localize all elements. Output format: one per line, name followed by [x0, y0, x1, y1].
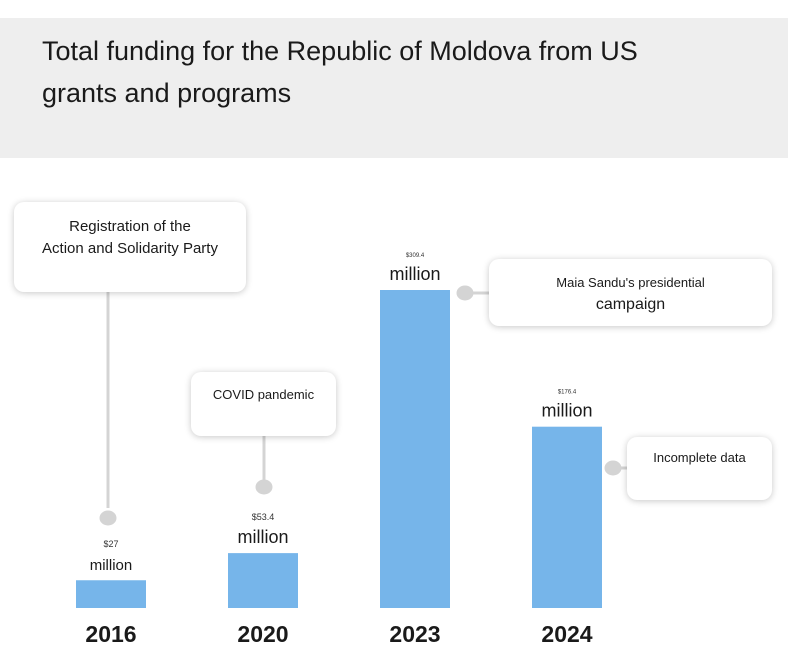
callout-covid: COVID pandemic	[191, 372, 336, 436]
callout-sandu-line1: Maia Sandu's presidential	[556, 275, 705, 290]
connector-dot-covid	[255, 479, 273, 495]
callout-incomplete-data: Incomplete data	[627, 437, 772, 500]
callout-party-line2: Action and Solidarity Party	[42, 240, 218, 257]
callout-sandu-line2: campaign	[595, 296, 666, 313]
x-tick-2023: 2023	[389, 621, 440, 647]
bar-2023	[380, 290, 450, 608]
connector-dot-incomplete	[604, 460, 622, 476]
value-label-2016: $27	[103, 539, 118, 549]
value-label-2023: $309.4	[406, 253, 425, 259]
connector-dot-sandu	[456, 285, 474, 301]
unit-label-2016: million	[90, 557, 133, 574]
unit-label-2020: million	[237, 527, 288, 547]
callout-party-line1: Registration of the	[69, 218, 191, 235]
bar-2024	[532, 426, 602, 608]
title-banner	[0, 18, 788, 158]
value-label-2020: $53.4	[252, 512, 275, 522]
bar-2020	[228, 553, 298, 608]
connector-dot-party	[99, 510, 117, 526]
callout-incomplete-line1: Incomplete data	[653, 450, 746, 465]
unit-label-2024: million	[541, 401, 592, 421]
unit-label-2023: million	[389, 264, 440, 284]
chart-title: Total funding for the Republic of Moldov…	[42, 36, 638, 108]
callout-party-registration: Registration of the Action and Solidarit…	[14, 202, 246, 292]
callout-covid-line1: COVID pandemic	[212, 387, 315, 402]
x-tick-2024: 2024	[541, 621, 592, 647]
value-label-2024: $176.4	[558, 390, 577, 396]
x-tick-2020: 2020	[237, 621, 288, 647]
x-tick-2016: 2016	[85, 621, 136, 647]
callout-sandu-campaign: Maia Sandu's presidential campaign	[489, 259, 772, 326]
bar-2016	[76, 580, 146, 608]
